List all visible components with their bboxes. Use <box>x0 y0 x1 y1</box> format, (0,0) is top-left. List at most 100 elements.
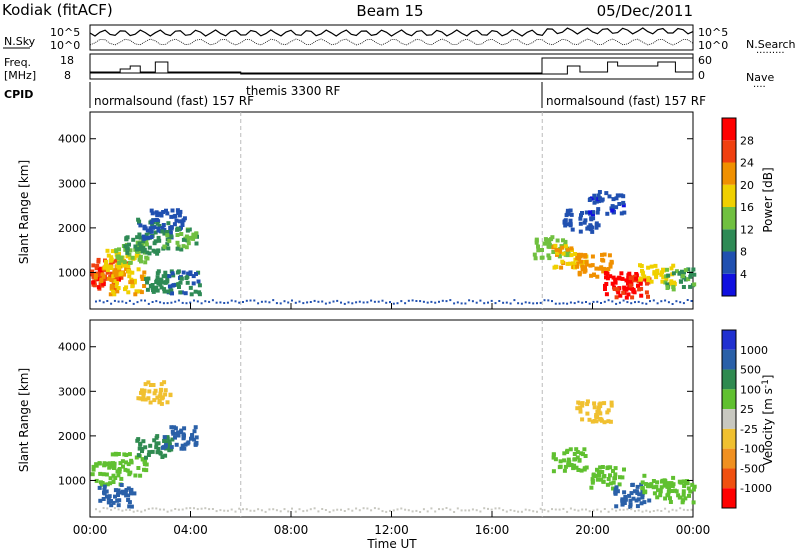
data-cell <box>96 285 101 290</box>
data-cell <box>605 482 610 487</box>
ground-cell <box>641 302 644 305</box>
data-cell <box>622 490 627 495</box>
data-cell <box>173 426 178 431</box>
ground-cell <box>509 509 512 512</box>
data-cell <box>104 462 109 466</box>
data-cell <box>124 488 129 492</box>
data-cell <box>150 283 155 287</box>
data-cell <box>151 218 156 223</box>
data-cell <box>559 265 564 270</box>
ground-cell <box>106 507 109 510</box>
data-cell <box>136 396 141 401</box>
ground-cell <box>426 301 429 304</box>
data-cell <box>688 284 693 289</box>
data-cell <box>168 225 173 230</box>
ground-cell <box>520 302 523 305</box>
data-cell <box>684 481 688 486</box>
data-cell <box>147 450 152 455</box>
data-cell <box>145 235 150 240</box>
freq-tick-top: 18 <box>60 54 74 67</box>
data-cell <box>613 472 618 477</box>
data-cell <box>153 239 158 244</box>
ytick-label: 1000 <box>58 474 86 487</box>
ground-cell <box>460 302 463 305</box>
ground-cell <box>524 508 527 511</box>
data-cell <box>688 271 693 276</box>
ground-cell <box>155 507 158 510</box>
ground-cell <box>649 300 651 303</box>
data-cell <box>157 400 162 405</box>
data-cell <box>587 417 592 422</box>
ground-cell <box>211 508 214 510</box>
colorbar-swatch <box>722 369 736 390</box>
ground-cell <box>464 509 467 512</box>
data-cell <box>534 240 539 245</box>
data-cell <box>161 274 166 279</box>
data-cell <box>630 286 634 291</box>
data-cell <box>164 440 169 445</box>
ground-cell <box>102 301 105 304</box>
data-cell <box>615 489 620 494</box>
ground-cell <box>690 300 693 302</box>
ground-cell <box>407 509 410 512</box>
data-cell <box>154 218 159 222</box>
ground-cell <box>441 508 444 511</box>
ground-cell <box>98 299 101 302</box>
ground-cell <box>381 510 384 513</box>
ground-cell <box>336 508 339 511</box>
ground-cell <box>121 300 124 303</box>
colorbar-tick: 20 <box>740 179 754 192</box>
ground-cell <box>471 508 474 511</box>
ground-cell <box>306 509 309 512</box>
ground-cell <box>226 301 229 304</box>
data-cell <box>655 268 660 273</box>
data-cell <box>192 429 197 434</box>
ground-cell <box>622 508 625 511</box>
colorbar-swatch <box>722 162 736 185</box>
ground-cell <box>234 300 237 303</box>
data-cell <box>602 401 607 406</box>
data-cell <box>178 280 183 285</box>
data-cell <box>169 445 174 450</box>
data-cell <box>105 265 109 270</box>
data-cell <box>667 483 672 488</box>
ground-cell <box>671 508 674 511</box>
data-cell <box>115 280 119 285</box>
power-colorbar-label: Power [dB] <box>761 167 775 232</box>
data-cell <box>136 217 141 222</box>
data-cell <box>114 258 119 263</box>
data-cell <box>154 445 159 450</box>
data-cell <box>655 480 660 485</box>
data-cell <box>687 493 691 498</box>
data-cell <box>93 273 98 278</box>
data-cell <box>112 285 117 290</box>
data-cell <box>682 270 686 275</box>
ground-cell <box>185 302 188 305</box>
data-cell <box>117 252 121 256</box>
colorbar-swatch <box>722 273 736 296</box>
colorbar-swatch <box>722 184 736 207</box>
data-cell <box>568 447 573 452</box>
ground-cell <box>279 302 282 305</box>
data-cell <box>561 238 565 243</box>
data-cell <box>114 452 119 457</box>
ground-cell <box>664 507 667 510</box>
data-cell <box>638 280 643 285</box>
data-cell <box>614 504 619 509</box>
ground-cell <box>475 301 478 304</box>
data-cell <box>623 497 628 502</box>
data-cell <box>118 461 123 466</box>
power-colorbar: 28 24 20 16 12 8 4 <box>721 117 754 297</box>
ground-cell <box>415 300 418 302</box>
data-cell <box>189 292 194 297</box>
data-cell <box>659 485 664 490</box>
data-cell <box>112 292 117 297</box>
ground-cell <box>551 508 553 511</box>
ground-cell <box>445 507 448 509</box>
data-cell <box>686 277 691 282</box>
data-cell <box>104 494 109 499</box>
data-cell <box>669 279 674 284</box>
data-cell <box>607 253 612 258</box>
colorbar-swatch <box>722 428 736 449</box>
data-cell <box>126 290 131 295</box>
